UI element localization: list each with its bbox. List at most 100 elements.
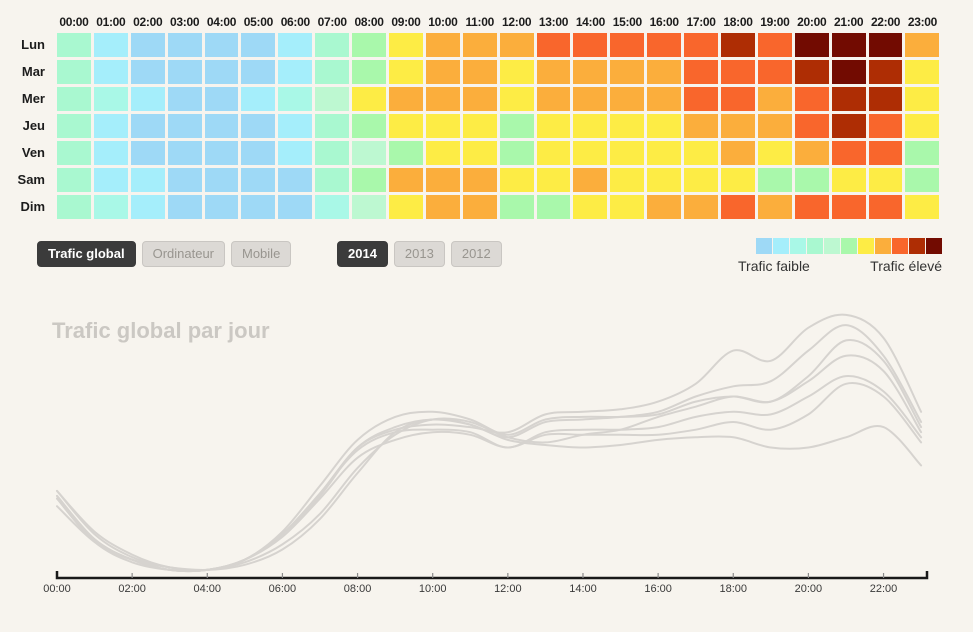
- heatmap-cell[interactable]: [721, 33, 755, 57]
- heatmap-cell[interactable]: [57, 195, 91, 219]
- heatmap-cell[interactable]: [573, 87, 608, 111]
- heatmap-cell[interactable]: [204, 195, 239, 219]
- heatmap-cell[interactable]: [389, 195, 423, 219]
- heatmap-cell[interactable]: [462, 114, 497, 138]
- heatmap-cell[interactable]: [167, 33, 202, 57]
- heatmap-cell[interactable]: [499, 33, 534, 57]
- heatmap-cell[interactable]: [93, 114, 128, 138]
- heatmap-cell[interactable]: [757, 114, 792, 138]
- heatmap-cell[interactable]: [647, 195, 682, 219]
- heatmap-cell[interactable]: [499, 60, 534, 84]
- heatmap-cell[interactable]: [905, 114, 940, 138]
- heatmap-cell[interactable]: [905, 168, 940, 192]
- heatmap-cell[interactable]: [573, 60, 608, 84]
- heatmap-cell[interactable]: [241, 114, 276, 138]
- heatmap-cell[interactable]: [315, 141, 350, 165]
- dataset-button-trafic-global[interactable]: Trafic global: [37, 241, 136, 267]
- heatmap-cell[interactable]: [425, 33, 460, 57]
- heatmap-cell[interactable]: [721, 168, 755, 192]
- heatmap-cell[interactable]: [241, 60, 276, 84]
- heatmap-cell[interactable]: [57, 33, 91, 57]
- heatmap-cell[interactable]: [93, 33, 128, 57]
- heatmap-cell[interactable]: [352, 33, 387, 57]
- heatmap-cell[interactable]: [204, 114, 239, 138]
- heatmap-cell[interactable]: [315, 33, 350, 57]
- heatmap-cell[interactable]: [462, 168, 497, 192]
- heatmap-cell[interactable]: [241, 33, 276, 57]
- heatmap-cell[interactable]: [499, 168, 534, 192]
- heatmap-cell[interactable]: [462, 141, 497, 165]
- heatmap-cell[interactable]: [315, 168, 350, 192]
- heatmap-cell[interactable]: [130, 141, 165, 165]
- heatmap-cell[interactable]: [536, 168, 571, 192]
- heatmap-cell[interactable]: [647, 33, 682, 57]
- heatmap-cell[interactable]: [905, 141, 940, 165]
- heatmap-cell[interactable]: [352, 60, 387, 84]
- heatmap-cell[interactable]: [573, 195, 608, 219]
- heatmap-cell[interactable]: [757, 60, 792, 84]
- heatmap-cell[interactable]: [684, 87, 719, 111]
- heatmap-cell[interactable]: [352, 87, 387, 111]
- heatmap-cell[interactable]: [425, 168, 460, 192]
- heatmap-cell[interactable]: [389, 60, 423, 84]
- heatmap-cell[interactable]: [610, 33, 645, 57]
- heatmap-cell[interactable]: [831, 141, 866, 165]
- heatmap-cell[interactable]: [278, 60, 313, 84]
- heatmap-cell[interactable]: [868, 33, 903, 57]
- dataset-button-mobile[interactable]: Mobile: [231, 241, 292, 267]
- heatmap-cell[interactable]: [868, 60, 903, 84]
- heatmap-cell[interactable]: [57, 168, 91, 192]
- heatmap-cell[interactable]: [757, 33, 792, 57]
- heatmap-cell[interactable]: [57, 60, 91, 84]
- year-button-2013[interactable]: 2013: [393, 241, 445, 267]
- heatmap-cell[interactable]: [167, 195, 202, 219]
- heatmap-cell[interactable]: [352, 141, 387, 165]
- heatmap-cell[interactable]: [647, 87, 682, 111]
- heatmap-cell[interactable]: [93, 87, 128, 111]
- heatmap-cell[interactable]: [57, 114, 91, 138]
- heatmap-cell[interactable]: [93, 60, 128, 84]
- heatmap-cell[interactable]: [831, 114, 866, 138]
- heatmap-cell[interactable]: [757, 141, 792, 165]
- heatmap-cell[interactable]: [536, 60, 571, 84]
- heatmap-cell[interactable]: [130, 195, 165, 219]
- heatmap-cell[interactable]: [684, 168, 719, 192]
- heatmap-cell[interactable]: [684, 114, 719, 138]
- heatmap-cell[interactable]: [868, 87, 903, 111]
- heatmap-cell[interactable]: [647, 60, 682, 84]
- year-button-2012[interactable]: 2012: [450, 241, 502, 267]
- heatmap-cell[interactable]: [757, 195, 792, 219]
- heatmap-cell[interactable]: [573, 33, 608, 57]
- heatmap-cell[interactable]: [721, 195, 755, 219]
- heatmap-cell[interactable]: [647, 168, 682, 192]
- heatmap-cell[interactable]: [352, 168, 387, 192]
- heatmap-cell[interactable]: [93, 195, 128, 219]
- heatmap-cell[interactable]: [462, 60, 497, 84]
- heatmap-cell[interactable]: [425, 195, 460, 219]
- heatmap-cell[interactable]: [352, 114, 387, 138]
- heatmap-cell[interactable]: [93, 141, 128, 165]
- heatmap-cell[interactable]: [241, 141, 276, 165]
- heatmap-cell[interactable]: [794, 141, 829, 165]
- heatmap-cell[interactable]: [130, 87, 165, 111]
- heatmap-cell[interactable]: [130, 33, 165, 57]
- heatmap-cell[interactable]: [241, 168, 276, 192]
- heatmap-cell[interactable]: [757, 168, 792, 192]
- heatmap-cell[interactable]: [278, 87, 313, 111]
- heatmap-cell[interactable]: [167, 60, 202, 84]
- heatmap-cell[interactable]: [278, 114, 313, 138]
- heatmap-cell[interactable]: [425, 141, 460, 165]
- heatmap-cell[interactable]: [278, 141, 313, 165]
- heatmap-cell[interactable]: [462, 195, 497, 219]
- heatmap-cell[interactable]: [536, 141, 571, 165]
- heatmap-cell[interactable]: [831, 195, 866, 219]
- heatmap-cell[interactable]: [167, 114, 202, 138]
- heatmap-cell[interactable]: [462, 87, 497, 111]
- heatmap-cell[interactable]: [573, 141, 608, 165]
- heatmap-cell[interactable]: [831, 168, 866, 192]
- heatmap-cell[interactable]: [684, 141, 719, 165]
- heatmap-cell[interactable]: [425, 60, 460, 84]
- heatmap-cell[interactable]: [573, 168, 608, 192]
- heatmap-cell[interactable]: [389, 168, 423, 192]
- heatmap-cell[interactable]: [831, 33, 866, 57]
